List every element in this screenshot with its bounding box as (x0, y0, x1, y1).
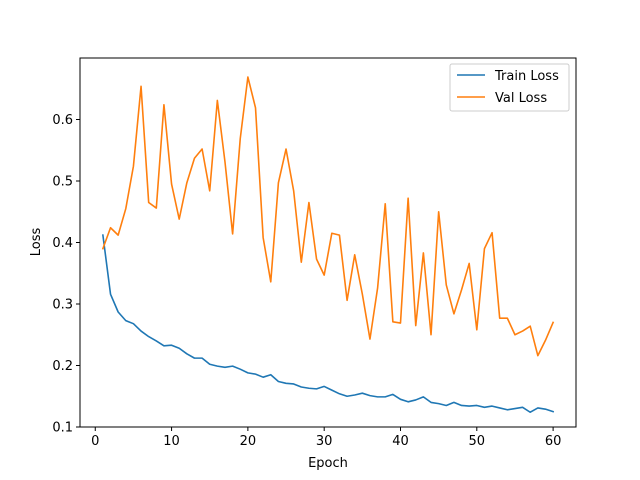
x-tick-label: 60 (545, 434, 562, 449)
series-layer (101, 76, 555, 414)
x-tick-label: 20 (240, 434, 257, 449)
series-line-train-loss (101, 234, 555, 414)
legend: Train Loss Val Loss (449, 63, 570, 112)
x-tick-label: 0 (91, 434, 99, 449)
series-line-val-loss (101, 76, 555, 357)
x-axis-label: Epoch (308, 456, 348, 471)
plot-area (80, 58, 576, 427)
y-axis-label: Loss (29, 228, 44, 257)
x-tick-label: 10 (163, 434, 180, 449)
y-tick-label: 0.5 (52, 175, 73, 190)
x-axis: 0 10 20 30 40 50 60 (91, 427, 561, 449)
y-tick-label: 0.2 (52, 359, 73, 374)
y-tick-label: 0.1 (52, 421, 73, 436)
legend-label-val-loss: Val Loss (495, 91, 547, 106)
x-tick-label: 40 (392, 434, 409, 449)
x-tick-label: 50 (469, 434, 486, 449)
y-tick-label: 0.4 (52, 236, 73, 251)
y-tick-label: 0.6 (52, 113, 73, 128)
x-tick-label: 30 (316, 434, 333, 449)
y-axis: 0.1 0.2 0.3 0.4 0.5 0.6 (52, 113, 80, 436)
y-tick-label: 0.3 (52, 298, 73, 313)
legend-label-train-loss: Train Loss (494, 69, 559, 84)
